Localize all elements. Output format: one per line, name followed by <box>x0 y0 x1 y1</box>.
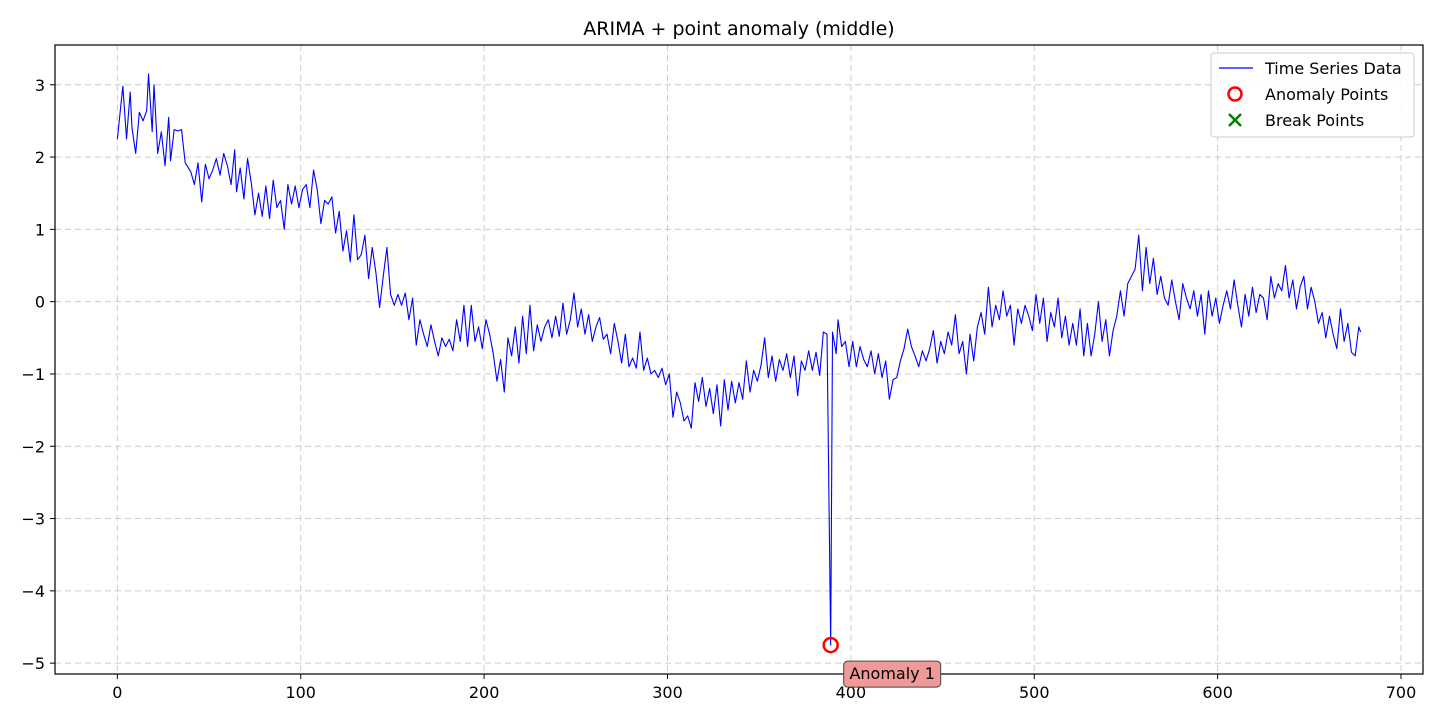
annotation-layer: Anomaly 1 <box>843 660 942 688</box>
legend-label: Time Series Data <box>1264 59 1402 78</box>
plot-frame <box>54 44 1424 675</box>
y-tick-label: 0 <box>35 293 45 312</box>
x-tick-label: 600 <box>1202 683 1233 702</box>
y-tick-label: −3 <box>21 510 45 529</box>
y-tick-label: −2 <box>21 437 45 456</box>
x-tick-label: 300 <box>652 683 683 702</box>
y-tick-label: −5 <box>21 654 45 673</box>
y-tick-label: −1 <box>21 365 45 384</box>
x-tick-label: 100 <box>285 683 316 702</box>
axis-ticks: 0 100 200 300 400 500 600 700 −5 −4 −3 −2 −1 0 1 2 3 <box>21 76 1416 702</box>
y-tick-label: −4 <box>21 582 45 601</box>
anomaly-point-marker <box>822 636 839 654</box>
x-tick-label: 0 <box>112 683 122 702</box>
x-tick-label: 200 <box>469 683 500 702</box>
y-tick-label: 2 <box>35 148 45 167</box>
grid-lines <box>55 45 1423 674</box>
series-line-0 <box>116 73 1362 646</box>
legend-box <box>1210 52 1415 138</box>
series-layer <box>116 73 1362 646</box>
legend-circle-swatch <box>1227 86 1243 102</box>
annotation-label: Anomaly 1 <box>849 664 934 683</box>
chart-title: ARIMA + point anomaly (middle) <box>583 18 894 40</box>
x-tick-label: 400 <box>836 683 867 702</box>
x-tick-label: 500 <box>1019 683 1050 702</box>
y-tick-label: 3 <box>35 76 45 95</box>
legend-label: Break Points <box>1265 111 1364 130</box>
x-tick-label: 700 <box>1386 683 1417 702</box>
legend-label: Anomaly Points <box>1265 85 1388 104</box>
legend: Time Series Data Anomaly Points Break Poin… <box>1210 52 1415 138</box>
annotation-box <box>843 660 942 688</box>
marker-layer <box>822 636 839 654</box>
legend-x-swatch <box>1228 113 1242 127</box>
y-tick-label: 1 <box>35 220 45 239</box>
